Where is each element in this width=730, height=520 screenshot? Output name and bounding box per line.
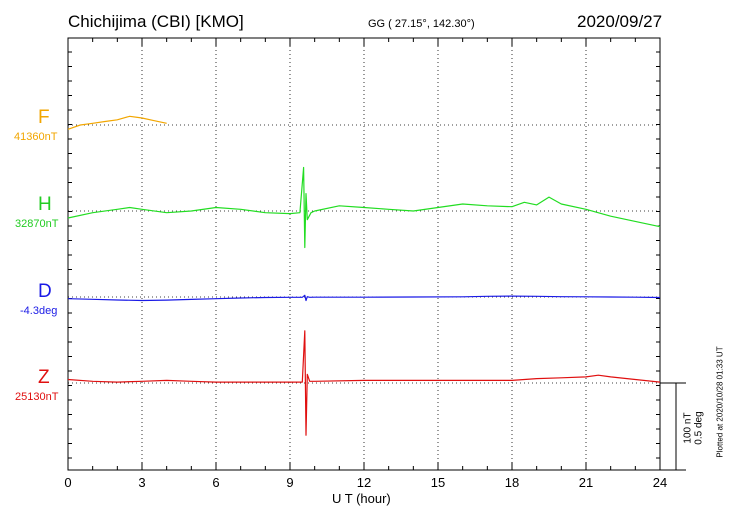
x-axis-label: U T (hour) [332,491,391,506]
series-line-d [67,294,661,302]
station-coordinates: GG ( 27.15°, 142.30°) [368,18,475,30]
x-tick-label-6: 6 [212,475,219,490]
station-title: Chichijima (CBI) [KMO] [68,12,244,31]
x-tick-label-21: 21 [579,475,593,490]
x-tick-label-9: 9 [286,475,293,490]
component-letter-h: H [38,194,52,215]
series-line-f [67,115,167,130]
component-baseline-z: 25130nT [15,391,59,403]
x-tick-label-18: 18 [505,475,519,490]
scale-bar-deg-label: 0.5 deg [693,411,705,445]
component-letter-d: D [38,281,52,302]
component-baseline-h: 32870nT [15,218,59,230]
chart-date: 2020/09/27 [577,12,663,31]
x-tick-label-12: 12 [357,475,371,490]
component-letter-z: Z [38,367,50,388]
series-line-z [67,330,661,436]
x-tick-label-24: 24 [653,475,667,490]
x-tick-label-3: 3 [138,475,145,490]
x-tick-label-15: 15 [431,475,445,490]
component-baseline-f: 41360nT [14,131,58,143]
component-baseline-d: -4.3deg [20,305,58,317]
series-line-h [67,166,661,249]
plotted-timestamp: Plotted at 2020/10/28 01:33 UT [715,346,725,458]
component-letter-f: F [38,107,50,128]
x-tick-label-0: 0 [64,475,71,490]
scale-bar-nt-label: 100 nT [682,412,694,444]
